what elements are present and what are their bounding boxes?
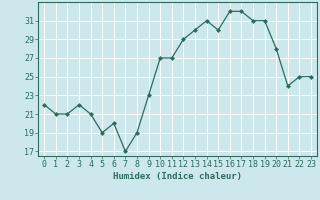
X-axis label: Humidex (Indice chaleur): Humidex (Indice chaleur) [113,172,242,181]
